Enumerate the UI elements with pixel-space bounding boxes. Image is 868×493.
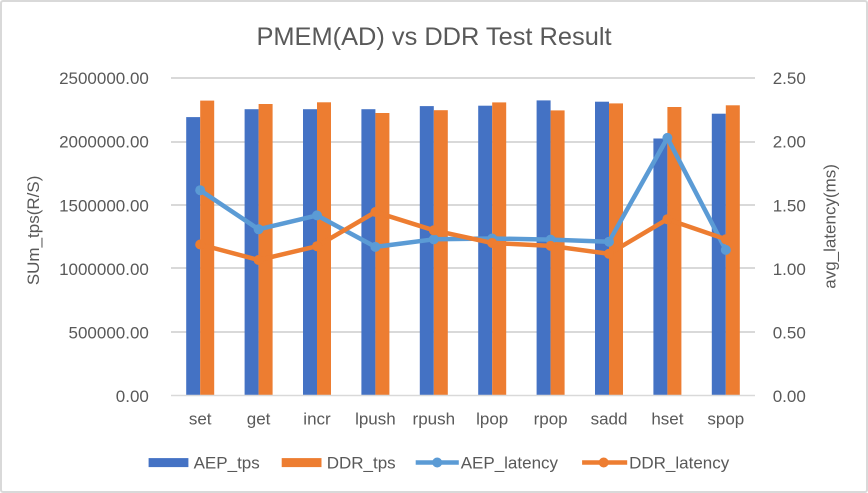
- svg-text:AEP_latency: AEP_latency: [461, 454, 559, 473]
- svg-text:avg_latency(ms): avg_latency(ms): [821, 164, 840, 289]
- svg-text:500000.00: 500000.00: [69, 324, 149, 343]
- svg-text:AEP_tps: AEP_tps: [194, 454, 260, 473]
- svg-text:PMEM(AD) vs DDR Test Result: PMEM(AD) vs DDR Test Result: [256, 23, 611, 51]
- svg-text:2000000.00: 2000000.00: [59, 133, 149, 152]
- svg-text:DDR_latency: DDR_latency: [629, 454, 730, 473]
- svg-text:get: get: [247, 410, 271, 429]
- svg-text:sadd: sadd: [591, 410, 628, 429]
- svg-text:0.00: 0.00: [773, 387, 806, 406]
- svg-text:rpop: rpop: [534, 410, 568, 429]
- svg-text:DDR_tps: DDR_tps: [327, 454, 396, 473]
- svg-text:lpush: lpush: [355, 410, 396, 429]
- svg-text:1.00: 1.00: [773, 260, 806, 279]
- svg-text:0.00: 0.00: [116, 387, 149, 406]
- svg-text:spop: spop: [707, 410, 744, 429]
- svg-text:2.50: 2.50: [773, 69, 806, 88]
- svg-text:2500000.00: 2500000.00: [59, 69, 149, 88]
- svg-text:rpush: rpush: [413, 410, 456, 429]
- svg-text:lpop: lpop: [476, 410, 508, 429]
- svg-text:SUm_tps(R/S): SUm_tps(R/S): [24, 176, 43, 286]
- svg-text:0.50: 0.50: [773, 324, 806, 343]
- svg-text:hset: hset: [651, 410, 683, 429]
- svg-text:set: set: [189, 410, 212, 429]
- svg-text:1.50: 1.50: [773, 196, 806, 215]
- svg-text:1500000.00: 1500000.00: [59, 196, 149, 215]
- svg-text:incr: incr: [303, 410, 331, 429]
- svg-text:1000000.00: 1000000.00: [59, 260, 149, 279]
- svg-text:2.00: 2.00: [773, 133, 806, 152]
